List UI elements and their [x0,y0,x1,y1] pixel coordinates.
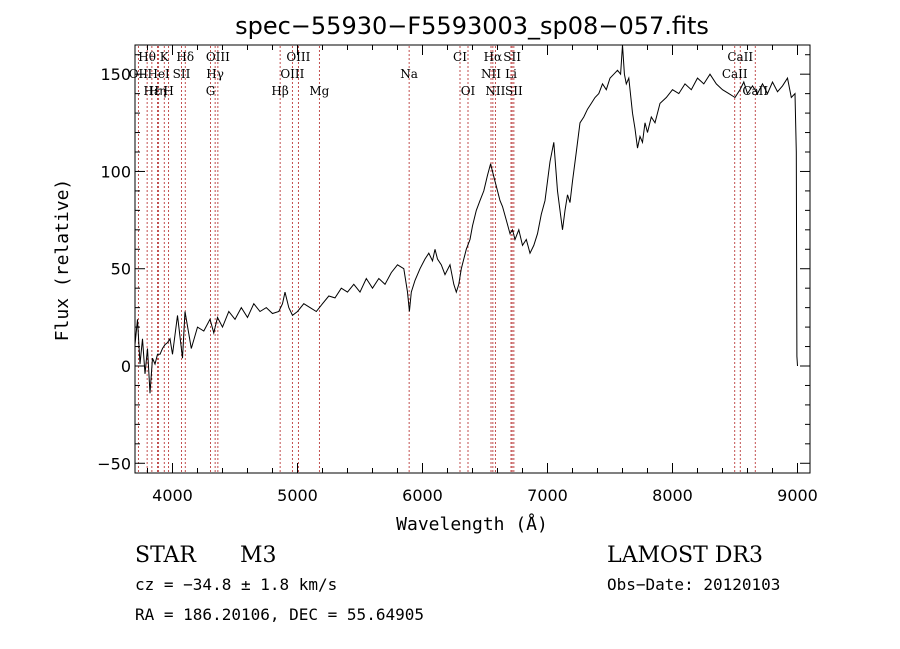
spectral-line-label: Li [505,67,517,81]
spectral-line-label: Hε [144,84,161,98]
plot-frame [134,44,811,474]
redshift-line: cz = −34.8 ± 1.8 km/s [135,575,337,594]
spectral-line-label: HeI [147,67,170,81]
spectral-line-label: OIII [206,50,230,64]
x-tick-label: 8000 [652,486,693,505]
x-axis-label: Wavelength (Å) [396,513,548,535]
spectral-line-label: NII [485,84,505,98]
x-tick-label: 6000 [402,486,443,505]
spectral-line-label: NII [481,67,501,81]
object-class: STAR [135,543,197,568]
y-tick-label: 100 [100,162,131,181]
spectral-line-label: G [206,84,216,98]
obs-date-line: Obs−Date: 20120103 [607,575,780,594]
spectral-line-label: OIII [280,67,304,81]
object-subclass: M3 [240,543,277,568]
spectral-line-label: Hδ [176,50,194,64]
spectral-line-label: SII [503,50,521,64]
spectral-line-label: CI [453,50,467,64]
y-tick-label: −50 [97,454,131,473]
series-layer [134,44,798,394]
y-tick-label: 50 [111,260,131,279]
y-tick-label: 150 [100,65,131,84]
y-tick-label: 0 [121,357,131,376]
y-axis-label: Flux (relative) [52,179,73,342]
spectral-line-label: OIII [286,50,310,64]
x-tick-label: 5000 [277,486,318,505]
x-tick-label: 4000 [152,486,193,505]
coords-line: RA = 186.20106, DEC = 55.64905 [135,605,424,624]
spectral-line-label: Hθ [138,50,156,64]
spectral-line-label: K [160,50,170,64]
spectral-line-label: CaII [722,67,748,81]
spectral-line-label: CaII [727,50,753,64]
spectral-line-label: SII [173,67,191,81]
spectral-line-label: H [163,84,173,98]
x-tick-label: 9000 [777,486,818,505]
spectral-line-label: Hη [149,84,167,98]
x-tick-label: 7000 [527,486,568,505]
spectral-line-label: Na [400,67,418,81]
spectral-line-label: Hα [484,50,503,64]
chart-title: spec−55930−F5593003_sp08−057.fits [235,12,709,40]
spectral-line-label: Hβ [271,84,288,98]
axes: 4000 5000 6000 7000 8000 9000 −50 0 50 100 150 [97,45,818,505]
spectral-line-label: Mg [309,84,329,98]
survey-name: LAMOST DR3 [607,543,763,568]
spectral-line-label: SII [505,84,523,98]
series-line-flux [134,44,798,394]
spectral-line-markers [137,46,756,472]
spectral-line-label: Hγ [206,67,224,81]
spectral-line-label: OI [461,84,476,98]
